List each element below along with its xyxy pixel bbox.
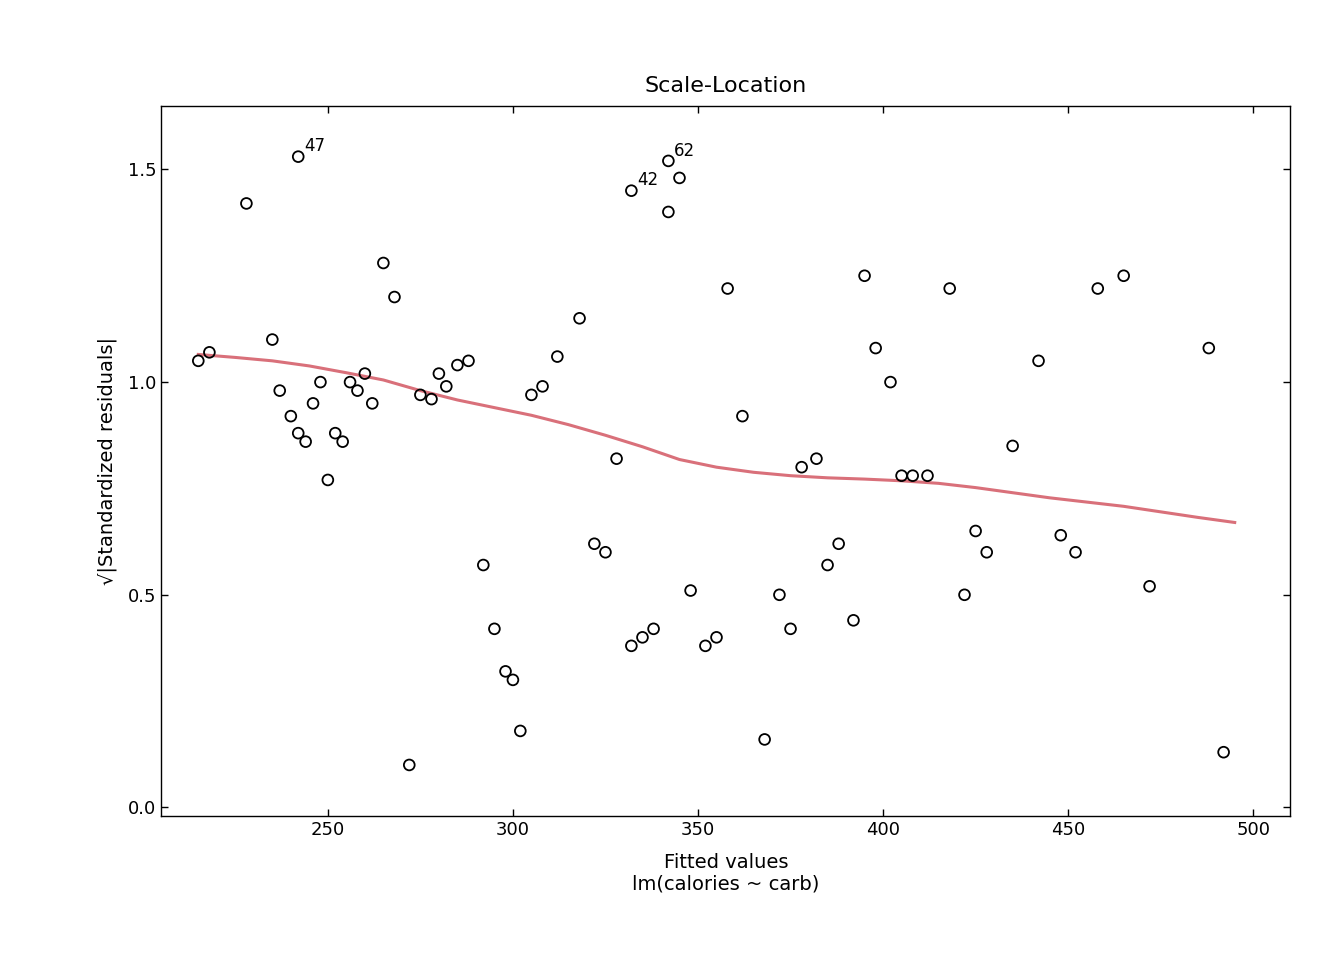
- Point: [339, 374, 360, 390]
- Point: [446, 357, 468, 372]
- Point: [632, 630, 653, 645]
- Point: [731, 408, 753, 423]
- Point: [520, 387, 542, 402]
- Point: [332, 434, 353, 449]
- Point: [384, 289, 406, 304]
- Point: [843, 612, 864, 628]
- Point: [642, 621, 664, 636]
- Point: [188, 353, 210, 369]
- Point: [347, 383, 368, 398]
- Point: [917, 468, 938, 484]
- Point: [965, 523, 986, 539]
- Y-axis label: √|Standardized residuals|: √|Standardized residuals|: [97, 337, 117, 585]
- Point: [754, 732, 775, 747]
- Point: [1050, 528, 1071, 543]
- Point: [288, 425, 309, 441]
- Point: [473, 558, 495, 573]
- Point: [317, 472, 339, 488]
- Point: [1212, 745, 1234, 760]
- Point: [532, 378, 554, 394]
- Point: [657, 204, 679, 220]
- Point: [410, 387, 431, 402]
- Point: [1064, 544, 1086, 560]
- Point: [657, 154, 679, 169]
- Point: [902, 468, 923, 484]
- Point: [309, 374, 331, 390]
- Point: [880, 374, 902, 390]
- Point: [976, 544, 997, 560]
- Point: [199, 345, 220, 360]
- Point: [790, 460, 812, 475]
- Text: 62: 62: [673, 141, 695, 159]
- Point: [372, 255, 394, 271]
- Point: [324, 425, 345, 441]
- Point: [866, 341, 887, 356]
- Point: [817, 558, 839, 573]
- Point: [695, 638, 716, 654]
- Point: [716, 281, 738, 297]
- Point: [939, 281, 961, 297]
- Text: 47: 47: [304, 137, 325, 156]
- Point: [503, 672, 524, 687]
- Point: [294, 434, 316, 449]
- Point: [954, 588, 976, 603]
- Point: [280, 408, 301, 423]
- Point: [828, 536, 849, 551]
- Point: [302, 396, 324, 411]
- Point: [1087, 281, 1109, 297]
- Point: [621, 183, 642, 199]
- Point: [235, 196, 257, 211]
- Point: [495, 663, 516, 679]
- Point: [399, 757, 421, 773]
- Point: [547, 348, 569, 364]
- Point: [421, 392, 442, 407]
- Text: 42: 42: [637, 171, 659, 189]
- Point: [669, 170, 691, 185]
- Point: [583, 536, 605, 551]
- Point: [262, 332, 284, 348]
- Point: [288, 149, 309, 164]
- Point: [1113, 268, 1134, 283]
- Point: [458, 353, 480, 369]
- Point: [594, 544, 616, 560]
- Point: [706, 630, 727, 645]
- X-axis label: Fitted values
lm(calories ~ carb): Fitted values lm(calories ~ carb): [632, 852, 820, 894]
- Point: [435, 378, 457, 394]
- Point: [769, 588, 790, 603]
- Point: [269, 383, 290, 398]
- Point: [1138, 579, 1160, 594]
- Point: [362, 396, 383, 411]
- Point: [353, 366, 375, 381]
- Point: [1028, 353, 1050, 369]
- Point: [606, 451, 628, 467]
- Point: [891, 468, 913, 484]
- Point: [1198, 341, 1219, 356]
- Title: Scale-Location: Scale-Location: [645, 76, 806, 96]
- Point: [484, 621, 505, 636]
- Point: [429, 366, 450, 381]
- Point: [569, 311, 590, 326]
- Point: [1001, 438, 1023, 453]
- Point: [780, 621, 801, 636]
- Point: [509, 723, 531, 738]
- Point: [805, 451, 827, 467]
- Point: [621, 638, 642, 654]
- Point: [853, 268, 875, 283]
- Point: [680, 583, 702, 598]
